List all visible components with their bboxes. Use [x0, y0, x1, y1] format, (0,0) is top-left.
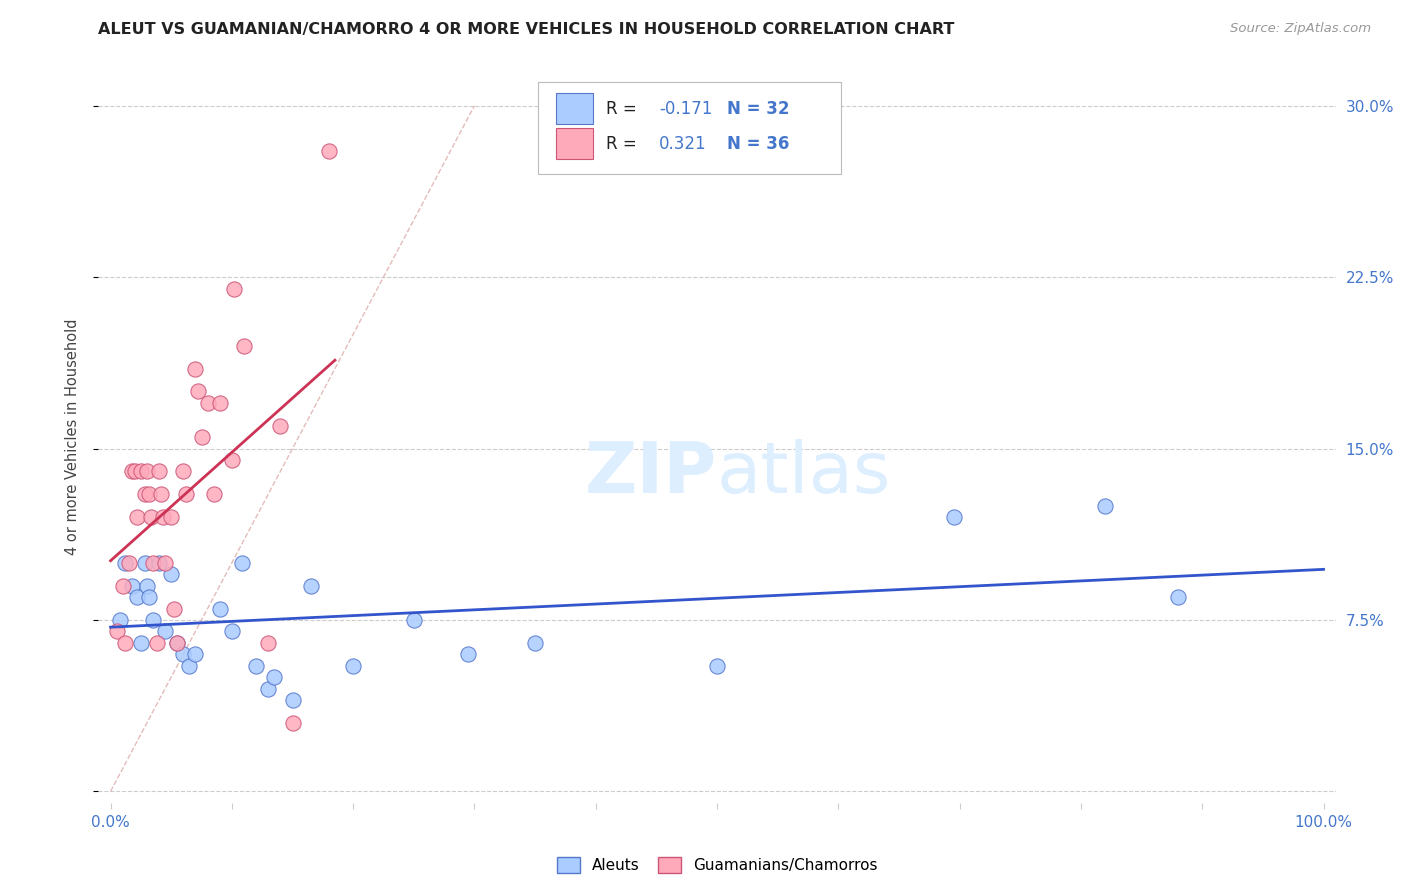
Point — [160, 567, 183, 582]
FancyBboxPatch shape — [537, 82, 841, 174]
Point — [153, 624, 176, 639]
Point — [111, 579, 134, 593]
Point — [187, 384, 209, 399]
Point — [105, 624, 128, 639]
Point — [118, 556, 141, 570]
Point — [1167, 590, 1189, 604]
Point — [110, 613, 132, 627]
Point — [221, 453, 243, 467]
Point — [124, 464, 146, 478]
Text: ZIP: ZIP — [585, 439, 717, 508]
Text: -0.171: -0.171 — [659, 100, 713, 118]
Point — [153, 556, 176, 570]
Point — [184, 361, 207, 376]
Text: N = 36: N = 36 — [727, 135, 789, 153]
Point — [299, 579, 322, 593]
Point — [179, 658, 201, 673]
Text: 0.321: 0.321 — [659, 135, 707, 153]
Point — [121, 464, 143, 478]
Point — [166, 636, 188, 650]
Point — [134, 487, 156, 501]
Point — [142, 613, 165, 627]
Point — [136, 579, 159, 593]
Point — [174, 487, 197, 501]
Point — [942, 510, 965, 524]
Point — [121, 579, 143, 593]
Point — [129, 464, 152, 478]
Point — [224, 281, 246, 295]
Point — [134, 556, 156, 570]
Point — [145, 636, 167, 650]
Point — [166, 636, 188, 650]
Point — [152, 510, 174, 524]
Point — [524, 636, 547, 650]
FancyBboxPatch shape — [557, 128, 593, 159]
Point — [172, 647, 194, 661]
Point — [127, 590, 149, 604]
Point — [263, 670, 285, 684]
Point — [231, 556, 253, 570]
Point — [1094, 499, 1116, 513]
Point — [281, 715, 304, 730]
Point — [139, 510, 162, 524]
Point — [342, 658, 364, 673]
Text: Source: ZipAtlas.com: Source: ZipAtlas.com — [1230, 22, 1371, 36]
Point — [257, 681, 280, 696]
Point — [150, 487, 173, 501]
Point — [318, 145, 340, 159]
Point — [208, 396, 231, 410]
Point — [160, 510, 183, 524]
Point — [706, 658, 728, 673]
Point — [172, 464, 194, 478]
Point — [269, 418, 291, 433]
Legend: Aleuts, Guamanians/Chamorros: Aleuts, Guamanians/Chamorros — [551, 851, 883, 880]
Text: N = 32: N = 32 — [727, 100, 789, 118]
Point — [142, 556, 165, 570]
Point — [257, 636, 280, 650]
Point — [402, 613, 425, 627]
Point — [457, 647, 479, 661]
Point — [138, 590, 160, 604]
Point — [114, 636, 136, 650]
Text: R =: R = — [606, 135, 641, 153]
Point — [233, 338, 256, 352]
Point — [184, 647, 207, 661]
Point — [281, 693, 304, 707]
Point — [148, 556, 170, 570]
FancyBboxPatch shape — [557, 94, 593, 124]
Text: R =: R = — [606, 100, 641, 118]
Point — [190, 430, 212, 444]
Point — [197, 396, 219, 410]
Y-axis label: 4 or more Vehicles in Household: 4 or more Vehicles in Household — [65, 318, 80, 556]
Point — [114, 556, 136, 570]
Point — [148, 464, 170, 478]
Text: atlas: atlas — [717, 439, 891, 508]
Point — [129, 636, 152, 650]
Point — [208, 601, 231, 615]
Point — [202, 487, 225, 501]
Point — [221, 624, 243, 639]
Point — [136, 464, 159, 478]
Point — [127, 510, 149, 524]
Text: ALEUT VS GUAMANIAN/CHAMORRO 4 OR MORE VEHICLES IN HOUSEHOLD CORRELATION CHART: ALEUT VS GUAMANIAN/CHAMORRO 4 OR MORE VE… — [98, 22, 955, 37]
Point — [245, 658, 267, 673]
Point — [138, 487, 160, 501]
Point — [162, 601, 184, 615]
